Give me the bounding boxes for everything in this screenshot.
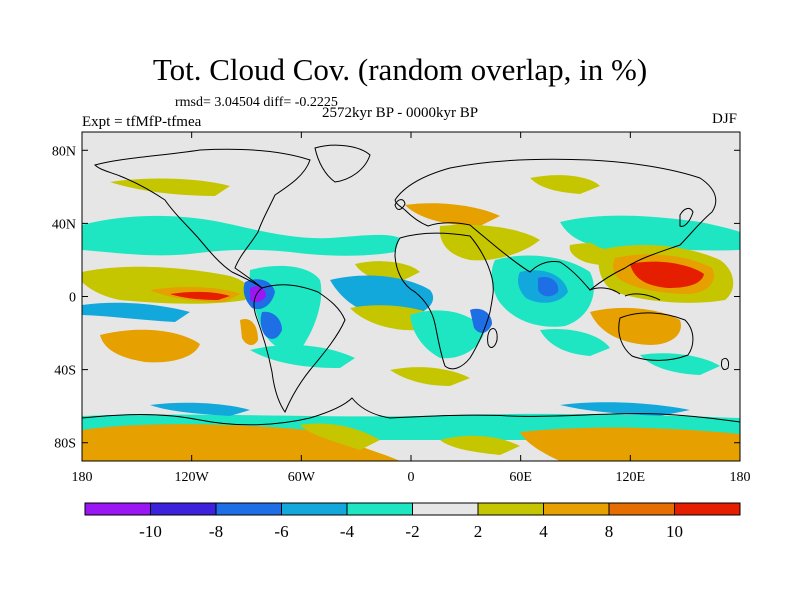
coastline-antarctica <box>82 397 740 426</box>
colorbar-swatch <box>150 502 217 516</box>
colorbar-swatch <box>215 502 282 516</box>
anomaly-region <box>170 291 230 300</box>
anomaly-region <box>300 423 380 450</box>
colorbar-label: 10 <box>666 522 683 541</box>
anomaly-region <box>82 302 190 322</box>
coastlines <box>82 144 740 426</box>
anomaly-region <box>150 402 250 416</box>
anomaly-contours <box>82 175 740 461</box>
colorbar-label: 2 <box>474 522 483 541</box>
coastline-africa <box>394 232 494 370</box>
longitude-axis: 180 120W 60W 0 60E 120E 180 <box>72 132 751 485</box>
season-label: DJF <box>712 111 738 127</box>
coastline-south-america <box>253 284 346 414</box>
lon-tick-label: 0 <box>408 470 415 485</box>
lat-tick-label: 80N <box>52 144 76 159</box>
anomaly-region <box>538 276 559 297</box>
colorbar: -10 -8 -6 -4 -2 2 4 8 10 <box>84 502 741 541</box>
anomaly-region <box>110 178 230 196</box>
colorbar-swatch <box>281 502 348 516</box>
colorbar-label: -2 <box>405 522 419 541</box>
coastline-uk <box>394 199 406 210</box>
anomaly-region <box>560 402 690 416</box>
map-area: 180 120W 60W 0 60E 120E 180 80N 40N 0 40S 80S <box>52 131 751 485</box>
time-period-subtitle: 2572kyr BP - 0000kyr BP <box>321 105 479 121</box>
coastline-new-zealand <box>721 357 729 371</box>
colorbar-swatch <box>346 502 413 516</box>
anomaly-region <box>530 175 600 194</box>
colorbar-swatch <box>608 502 675 516</box>
anomaly-region <box>520 427 740 461</box>
coastline-indonesia <box>589 287 661 301</box>
rmsd-diff-stats: rmsd= 3.04504 diff= -0.2225 <box>175 95 338 110</box>
anomaly-region <box>260 311 282 339</box>
anomaly-region <box>82 215 400 256</box>
colorbar-swatch <box>412 502 479 516</box>
coastline-japan <box>679 207 694 227</box>
lat-tick-label: 40N <box>52 217 76 232</box>
lon-tick-label: 60W <box>288 470 316 485</box>
colorbar-label: 8 <box>605 522 614 541</box>
latitude-axis: 80N 40N 0 40S 80S <box>52 144 740 452</box>
colorbar-swatch <box>674 502 741 516</box>
anomaly-region <box>410 310 485 359</box>
anomaly-region <box>390 367 470 386</box>
anomaly-region <box>439 224 540 261</box>
anomaly-region <box>470 308 492 333</box>
coastline-australia <box>618 312 694 361</box>
lat-tick-label: 0 <box>69 291 76 306</box>
colorbar-swatch <box>543 502 610 516</box>
anomaly-region <box>540 328 610 356</box>
lon-tick-label: 180 <box>730 470 751 485</box>
coastline-greenland <box>314 144 371 183</box>
anomaly-region <box>640 353 720 375</box>
colorbar-label: -8 <box>209 522 223 541</box>
anomaly-region <box>440 435 520 455</box>
colorbar-label: -10 <box>139 522 162 541</box>
colorbar-label: 4 <box>539 522 548 541</box>
lon-tick-label: 180 <box>72 470 93 485</box>
lat-tick-label: 80S <box>54 437 76 452</box>
anomaly-region <box>240 318 258 346</box>
anomaly-region <box>250 286 266 303</box>
experiment-label: Expt = tfMfP-tfmea <box>82 114 202 130</box>
colorbar-label: -4 <box>340 522 355 541</box>
map-title: Tot. Cloud Cov. (random overlap, in %) <box>152 52 648 87</box>
lon-tick-label: 120E <box>616 470 646 485</box>
anomaly-region <box>630 261 704 288</box>
lon-tick-label: 120W <box>175 470 210 485</box>
anomaly-region <box>580 228 630 250</box>
anomaly-region <box>590 307 681 345</box>
colorbar-swatch <box>477 502 544 516</box>
anomaly-region <box>405 203 500 226</box>
coastline-madagascar <box>487 327 498 348</box>
anomaly-region <box>100 329 200 363</box>
coastline-north-america <box>94 148 311 289</box>
lon-tick-label: 60E <box>509 470 532 485</box>
anomaly-region <box>250 344 355 368</box>
lat-tick-label: 40S <box>54 364 76 379</box>
colorbar-swatch <box>84 502 151 516</box>
coastline-europe-asia <box>394 158 717 291</box>
colorbar-label: -6 <box>274 522 288 541</box>
